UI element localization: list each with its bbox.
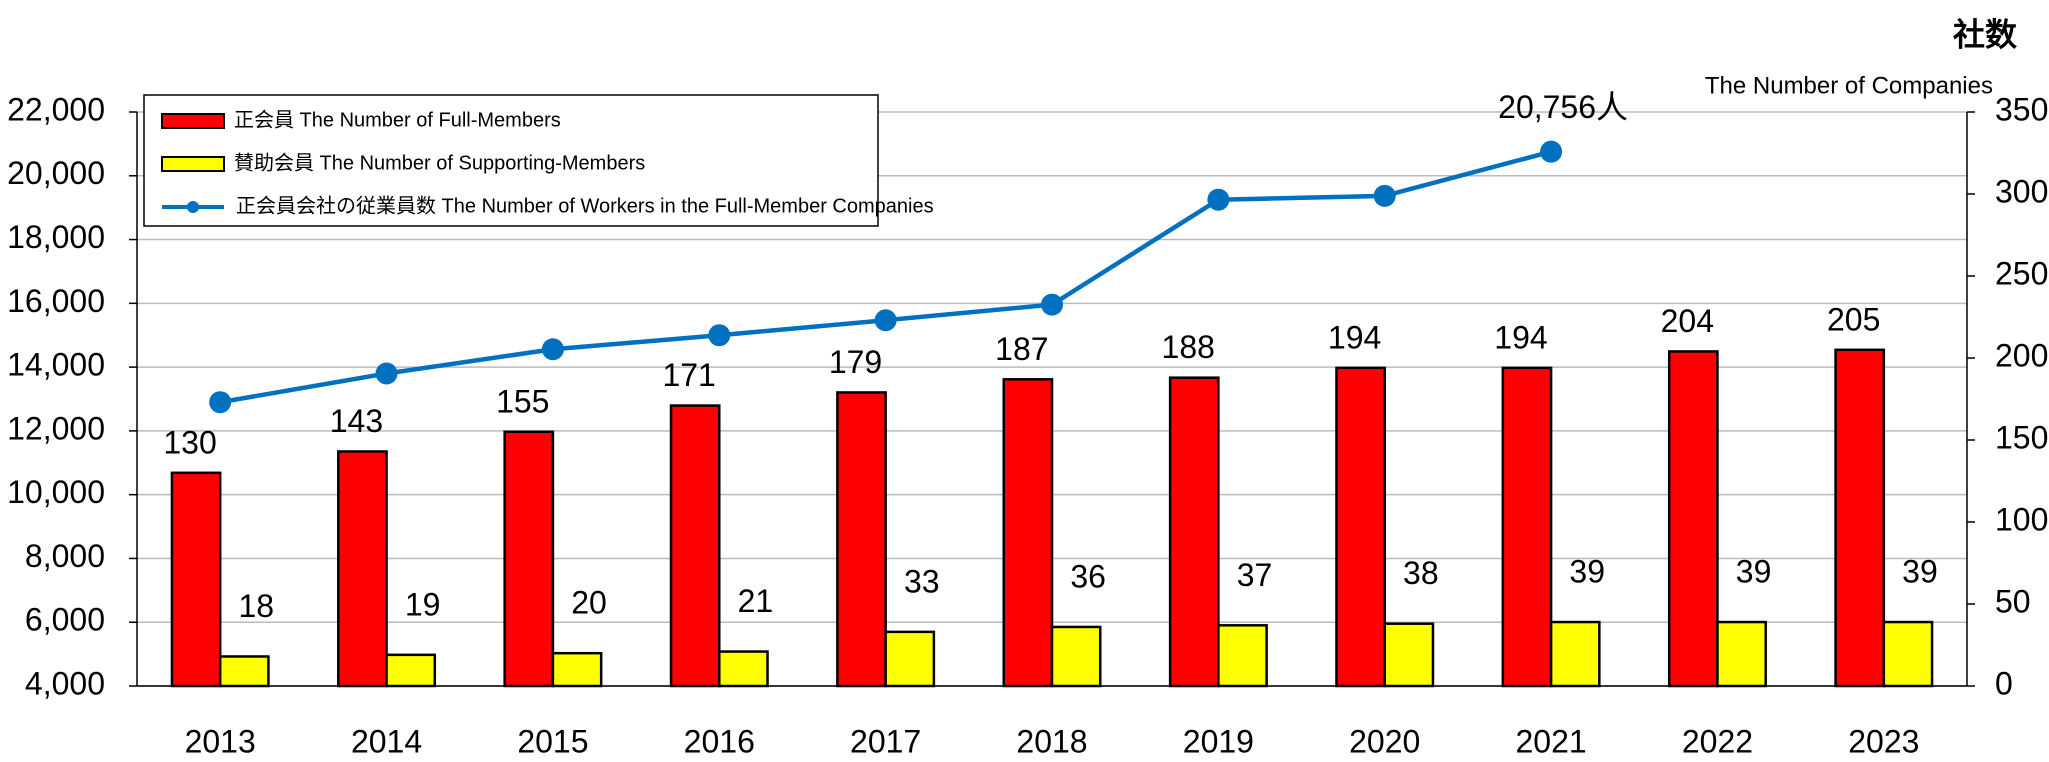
data-label: 20,756人 (1498, 89, 1628, 125)
y-tick-label: 6,000 (25, 602, 105, 638)
legend-label: 正会員 The Number of Full-Members (234, 108, 561, 131)
x-tick-label: 2019 (1183, 723, 1254, 759)
x-tick-label: 2016 (684, 723, 755, 759)
y-tick-label: 22,000 (7, 91, 105, 127)
bar (218, 655, 270, 688)
data-label: 188 (1162, 329, 1215, 365)
data-label: 204 (1661, 303, 1714, 339)
y-tick-label: 4,000 (25, 665, 105, 701)
bar (1501, 366, 1553, 688)
bar (884, 630, 936, 688)
y2-tick-label: 50 (1995, 583, 2031, 619)
bar (1383, 622, 1435, 688)
y2-tick-label: 100 (1995, 501, 2048, 537)
bar (1549, 620, 1601, 688)
bar (1335, 366, 1386, 688)
bar (337, 450, 388, 688)
y-tick-label: 18,000 (7, 219, 105, 255)
bar (1667, 350, 1719, 688)
bar (1716, 620, 1767, 688)
y-tick-label: 14,000 (7, 347, 105, 383)
legend-box (143, 94, 879, 227)
x-tick-label: 2017 (850, 723, 921, 759)
y2-tick-label: 0 (1995, 665, 2013, 701)
x-tick-label: 2014 (351, 723, 422, 759)
data-label: 33 (904, 563, 940, 599)
bar (1834, 348, 1886, 688)
marker (1207, 188, 1230, 211)
legend-marker (187, 201, 199, 213)
y2-tick-label: 300 (1995, 173, 2048, 209)
data-label: 39 (1569, 553, 1605, 589)
bar (1002, 378, 1054, 688)
y2-title: 社数 (1953, 16, 2018, 52)
bar (1168, 376, 1220, 688)
x-tick-label: 2023 (1848, 723, 1919, 759)
data-label: 21 (738, 583, 774, 619)
data-label: 39 (1902, 553, 1938, 589)
bar (669, 404, 721, 688)
marker (541, 338, 564, 361)
data-label: 143 (330, 403, 383, 439)
bar (170, 471, 222, 688)
y2-tick-label: 350 (1995, 91, 2048, 127)
data-label: 130 (163, 424, 216, 460)
bar (503, 430, 555, 688)
marker (1041, 293, 1063, 316)
bar (385, 653, 437, 688)
data-label: 155 (496, 383, 549, 419)
bar (1882, 620, 1934, 688)
x-tick-label: 2021 (1515, 723, 1586, 759)
y2-tick-label: 200 (1995, 337, 2048, 373)
x-tick-label: 2018 (1016, 723, 1087, 759)
data-label: 187 (995, 331, 1048, 367)
data-label: 18 (239, 588, 275, 624)
y-tick-label: 16,000 (7, 283, 105, 319)
marker (874, 309, 897, 332)
bar (1050, 625, 1102, 688)
y-tick-label: 10,000 (7, 474, 105, 510)
data-label: 205 (1827, 301, 1880, 337)
marker (375, 362, 398, 385)
data-label: 194 (1494, 319, 1547, 355)
legend-label: 賛助会員 The Number of Supporting-Members (234, 151, 645, 174)
y-tick-label: 20,000 (7, 155, 105, 191)
data-label: 19 (405, 586, 441, 622)
legend-swatch (161, 113, 225, 129)
x-tick-label: 2015 (517, 723, 588, 759)
data-label: 39 (1736, 553, 1772, 589)
data-label: 194 (1328, 319, 1381, 355)
bar (718, 650, 769, 688)
data-label: 38 (1403, 555, 1439, 591)
y2-subtitle: The Number of Companies (1705, 72, 1993, 99)
y-tick-label: 8,000 (25, 538, 105, 574)
marker (1373, 184, 1396, 207)
marker (708, 324, 731, 347)
bar (1217, 624, 1268, 688)
x-tick-label: 2022 (1682, 723, 1753, 759)
data-label: 171 (662, 357, 715, 393)
data-label: 179 (829, 344, 882, 380)
y2-tick-label: 150 (1995, 419, 2048, 455)
y2-tick-label: 250 (1995, 255, 2048, 291)
bar (836, 391, 887, 688)
marker (1540, 140, 1563, 163)
data-label: 36 (1070, 558, 1106, 594)
legend-label: 正会員会社の従業員数 The Number of Workers in the … (236, 194, 934, 217)
marker (209, 391, 232, 414)
data-label: 37 (1237, 557, 1273, 593)
data-label: 20 (571, 585, 607, 621)
x-tick-label: 2020 (1349, 723, 1420, 759)
bar (551, 651, 603, 688)
y-tick-label: 12,000 (7, 410, 105, 446)
x-tick-label: 2013 (185, 723, 256, 759)
legend-swatch (161, 156, 225, 172)
